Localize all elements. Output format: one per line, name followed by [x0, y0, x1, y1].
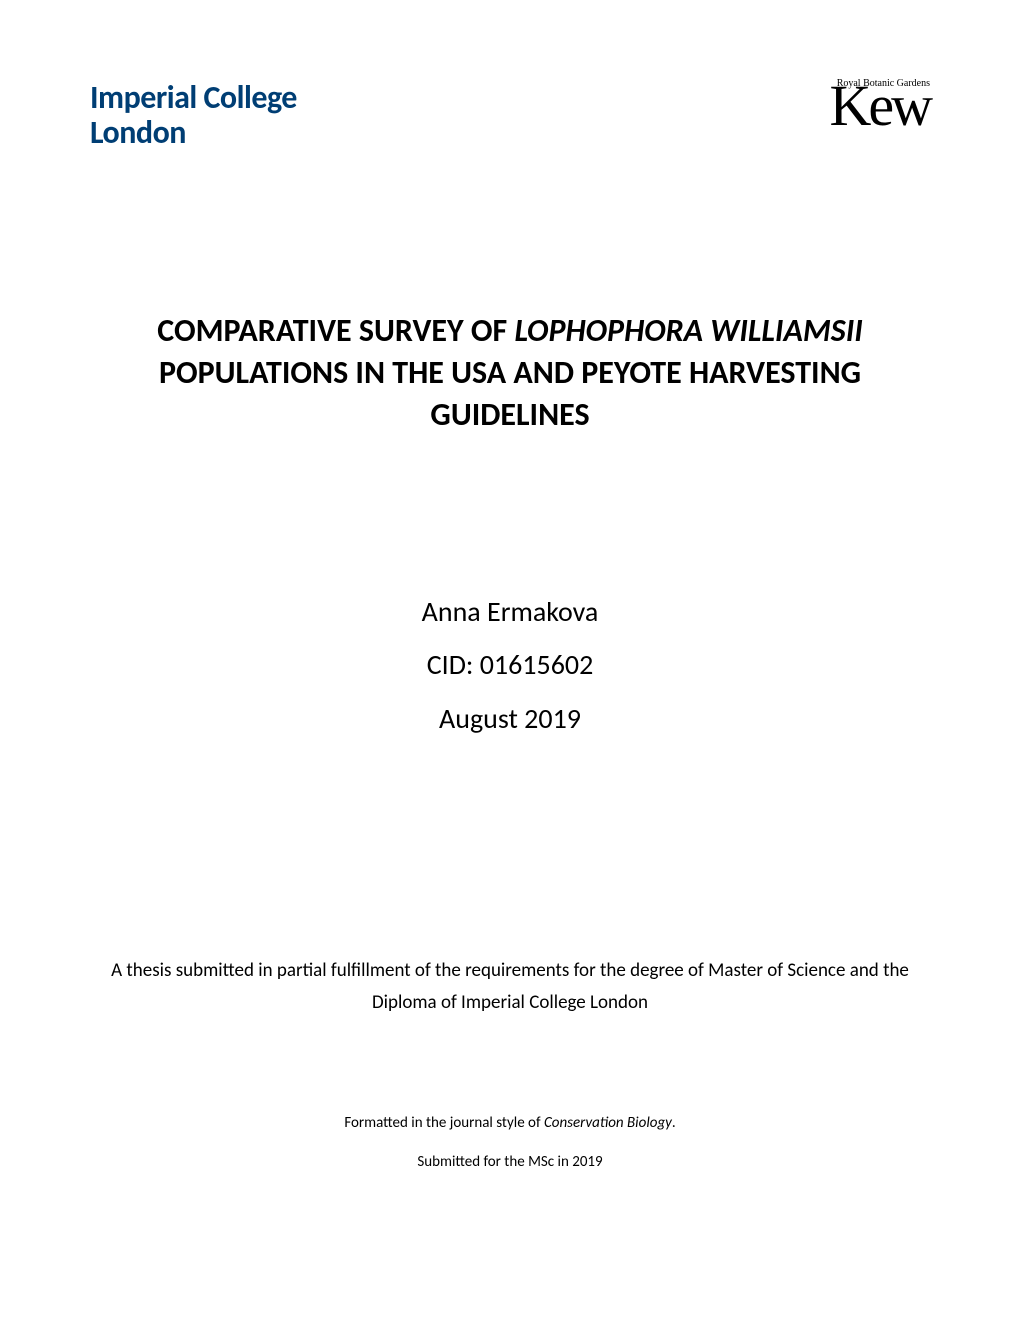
imperial-college-logo: Imperial College London [90, 80, 297, 150]
footer-notes: Formatted in the journal style of Conser… [90, 1104, 930, 1182]
header: Imperial College London Royal Botanic Ga… [90, 80, 930, 150]
format-italic: Conservation Biology [544, 1114, 672, 1132]
imperial-logo-line1: Imperial College [90, 80, 297, 115]
thesis-line1: A thesis submitted in partial fulfillmen… [111, 959, 845, 982]
author-cid: CID: 01615602 [90, 638, 930, 691]
author-block: Anna Ermakova CID: 01615602 August 2019 [90, 585, 930, 745]
author-date: August 2019 [90, 692, 930, 745]
author-name: Anna Ermakova [90, 585, 930, 638]
kew-logo-subtitle: Royal Botanic Gardens [837, 78, 930, 89]
format-suffix: . [672, 1114, 676, 1132]
kew-logo: Royal Botanic Gardens Kew [829, 80, 930, 132]
format-note: Formatted in the journal style of Conser… [90, 1104, 930, 1143]
title-italic1: LOPHOPHORA WILLIAMSII [514, 311, 862, 350]
title-part1: COMPARATIVE SURVEY OF [157, 311, 514, 350]
imperial-logo-line2: London [90, 115, 297, 150]
document-title: COMPARATIVE SURVEY OF LOPHOPHORA WILLIAM… [90, 310, 930, 435]
thesis-statement: A thesis submitted in partial fulfillmen… [90, 955, 930, 1020]
submitted-note: Submitted for the MSc in 2019 [90, 1143, 930, 1182]
title-part2: POPULATIONS IN THE USA AND PEYOTE HARVES… [159, 353, 861, 434]
format-prefix: Formatted in the journal style of [344, 1114, 544, 1132]
